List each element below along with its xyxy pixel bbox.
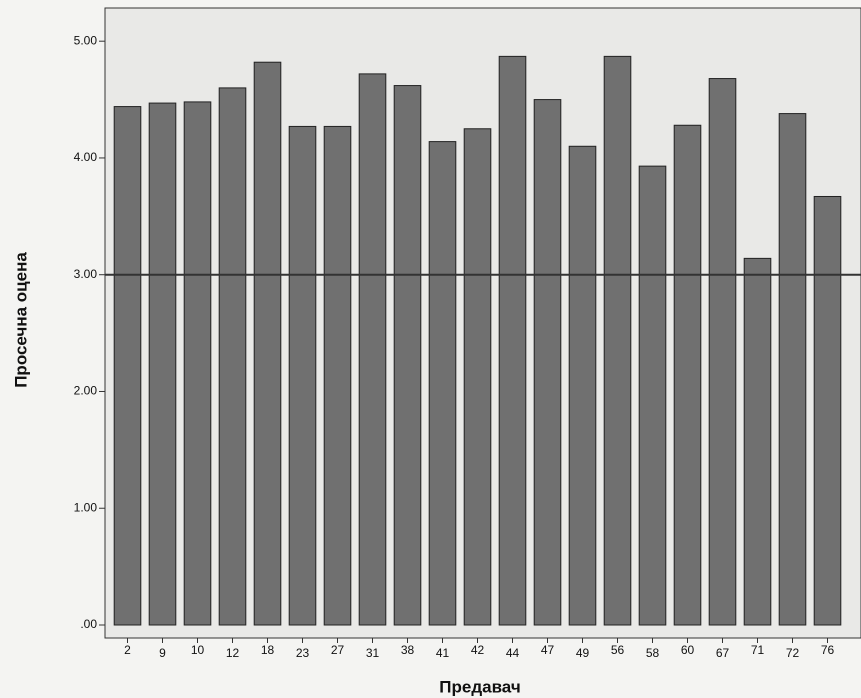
x-tick-label: 67 xyxy=(716,646,730,660)
y-tick-label: 4.00 xyxy=(74,150,98,164)
bar xyxy=(813,195,842,626)
x-tick-label: 60 xyxy=(681,643,695,657)
bar xyxy=(673,124,702,626)
bar xyxy=(778,113,807,626)
bar xyxy=(533,99,562,626)
x-tick-label: 38 xyxy=(401,643,415,657)
x-tick-label: 42 xyxy=(471,643,485,657)
bar xyxy=(463,128,492,626)
x-tick-label: 27 xyxy=(331,643,345,657)
x-tick-label: 10 xyxy=(191,643,205,657)
y-tick-label: .00 xyxy=(80,617,97,631)
x-tick-label: 23 xyxy=(296,646,310,660)
x-tick-label: 58 xyxy=(646,646,660,660)
bar xyxy=(288,125,317,626)
bar xyxy=(568,145,597,626)
y-tick-label: 1.00 xyxy=(74,500,98,514)
x-tick-label: 9 xyxy=(159,646,166,660)
x-tick-label: 49 xyxy=(576,646,590,660)
x-tick-label: 31 xyxy=(366,646,380,660)
bar xyxy=(113,106,142,626)
y-tick-label: 2.00 xyxy=(74,384,98,398)
x-axis-label: Предавач xyxy=(439,677,520,696)
x-tick-label: 56 xyxy=(611,643,625,657)
x-tick-label: 41 xyxy=(436,646,450,660)
bar xyxy=(743,257,772,626)
bar xyxy=(323,125,352,626)
bar xyxy=(148,102,177,626)
bar xyxy=(253,61,282,626)
bar xyxy=(218,87,247,626)
bar xyxy=(498,55,527,626)
x-tick-label: 76 xyxy=(821,643,835,657)
bar xyxy=(183,101,212,626)
y-axis-label: Просечна оцена xyxy=(11,252,30,388)
x-tick-label: 2 xyxy=(124,643,131,657)
x-tick-label: 12 xyxy=(226,646,240,660)
y-tick-label: 5.00 xyxy=(74,33,98,47)
bar xyxy=(428,141,457,626)
y-tick-label: 3.00 xyxy=(74,267,98,281)
x-tick-label: 71 xyxy=(751,643,765,657)
bar xyxy=(708,78,737,626)
bar xyxy=(603,55,632,626)
x-tick-label: 18 xyxy=(261,643,275,657)
bar xyxy=(638,165,667,626)
x-tick-label: 47 xyxy=(541,643,555,657)
bar xyxy=(358,73,387,626)
x-tick-label: 72 xyxy=(786,646,800,660)
bar xyxy=(393,85,422,626)
x-tick-label: 44 xyxy=(506,646,520,660)
